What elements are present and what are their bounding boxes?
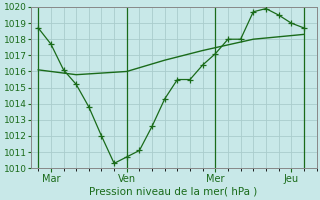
X-axis label: Pression niveau de la mer( hPa ): Pression niveau de la mer( hPa )	[90, 187, 258, 197]
